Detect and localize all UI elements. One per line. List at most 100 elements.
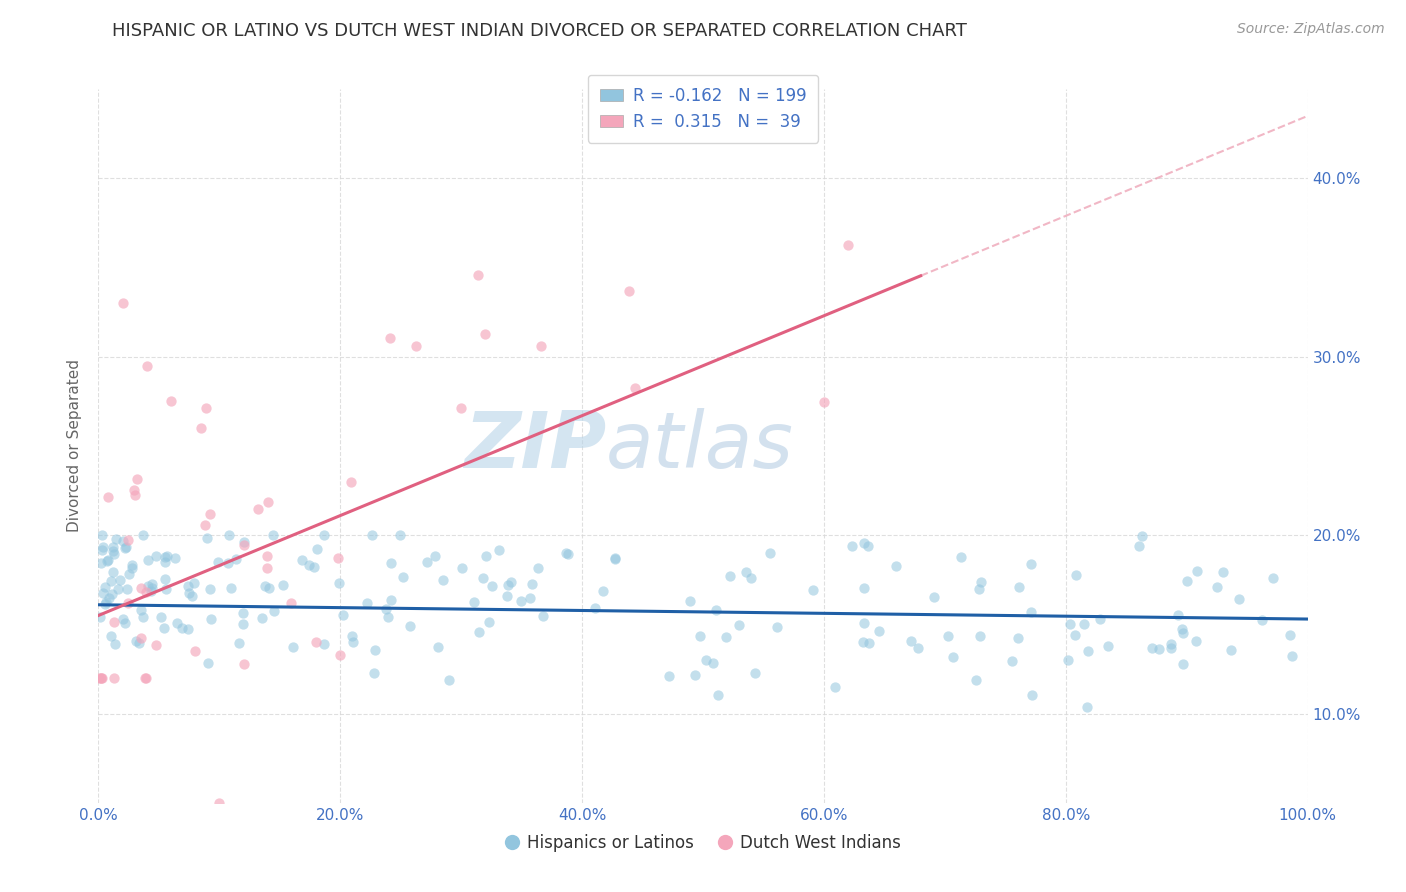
Point	[103, 540, 125, 554]
Point	[197, 656, 219, 670]
Point	[758, 546, 780, 560]
Point	[332, 608, 354, 623]
Point	[114, 541, 136, 555]
Point	[969, 629, 991, 643]
Point	[1019, 557, 1042, 571]
Point	[87, 671, 110, 685]
Point	[225, 552, 247, 566]
Point	[90, 556, 112, 570]
Point	[392, 570, 415, 584]
Point	[97, 491, 120, 505]
Point	[91, 671, 114, 685]
Point	[907, 640, 929, 655]
Point	[1149, 641, 1171, 656]
Point	[124, 488, 146, 502]
Point	[194, 518, 217, 533]
Point	[112, 534, 135, 549]
Point	[658, 669, 681, 683]
Point	[100, 574, 122, 589]
Point	[1175, 574, 1198, 589]
Point	[519, 591, 541, 606]
Point	[361, 528, 384, 542]
Point	[1227, 591, 1250, 606]
Point	[766, 620, 789, 634]
Point	[388, 528, 411, 542]
Point	[1263, 571, 1285, 585]
Point	[107, 582, 129, 596]
Point	[228, 636, 250, 650]
Point	[531, 609, 554, 624]
Point	[117, 596, 139, 610]
Point	[91, 540, 114, 554]
Point	[1251, 613, 1274, 627]
Point	[256, 805, 278, 819]
Point	[451, 561, 474, 575]
Point	[853, 536, 876, 550]
Point	[149, 609, 172, 624]
Point	[1076, 644, 1098, 658]
Point	[425, 549, 447, 563]
Point	[280, 596, 302, 610]
Point	[128, 636, 150, 650]
Point	[97, 553, 120, 567]
Point	[509, 594, 531, 608]
Text: HISPANIC OR LATINO VS DUTCH WEST INDIAN DIVORCED OR SEPARATED CORRELATION CHART: HISPANIC OR LATINO VS DUTCH WEST INDIAN …	[112, 22, 967, 40]
Point	[1097, 639, 1119, 653]
Point	[111, 296, 134, 310]
Point	[471, 571, 494, 585]
Point	[153, 572, 176, 586]
Point	[603, 551, 626, 566]
Point	[605, 551, 627, 566]
Point	[233, 534, 256, 549]
Legend: Hispanics or Latinos, Dutch West Indians: Hispanics or Latinos, Dutch West Indians	[498, 828, 908, 859]
Point	[437, 673, 460, 687]
Point	[141, 577, 163, 591]
Point	[499, 575, 522, 590]
Point	[153, 550, 176, 565]
Point	[1076, 700, 1098, 714]
Point	[702, 656, 724, 670]
Point	[1059, 617, 1081, 632]
Point	[131, 528, 153, 542]
Point	[152, 621, 174, 635]
Point	[405, 339, 427, 353]
Point	[450, 401, 472, 415]
Point	[922, 590, 945, 604]
Point	[180, 589, 202, 603]
Point	[1281, 649, 1303, 664]
Point	[112, 612, 135, 626]
Point	[305, 541, 328, 556]
Point	[103, 615, 125, 629]
Point	[617, 285, 640, 299]
Point	[583, 601, 606, 615]
Point	[208, 796, 231, 810]
Point	[218, 528, 240, 542]
Point	[557, 547, 579, 561]
Point	[101, 587, 124, 601]
Point	[1140, 641, 1163, 656]
Point	[121, 561, 143, 575]
Point	[942, 649, 965, 664]
Text: Source: ZipAtlas.com: Source: ZipAtlas.com	[1237, 22, 1385, 37]
Point	[200, 612, 222, 626]
Point	[706, 688, 728, 702]
Point	[94, 594, 117, 608]
Text: ZIP: ZIP	[464, 408, 606, 484]
Point	[685, 668, 707, 682]
Point	[938, 629, 960, 643]
Point	[177, 586, 200, 600]
Point	[555, 546, 578, 560]
Point	[298, 558, 321, 572]
Point	[108, 573, 131, 587]
Point	[166, 615, 188, 630]
Point	[868, 624, 890, 638]
Point	[156, 549, 179, 563]
Point	[141, 581, 163, 595]
Point	[427, 640, 450, 654]
Point	[232, 822, 254, 837]
Point	[190, 421, 212, 435]
Point	[1171, 622, 1194, 636]
Point	[183, 575, 205, 590]
Point	[115, 582, 138, 596]
Point	[856, 539, 879, 553]
